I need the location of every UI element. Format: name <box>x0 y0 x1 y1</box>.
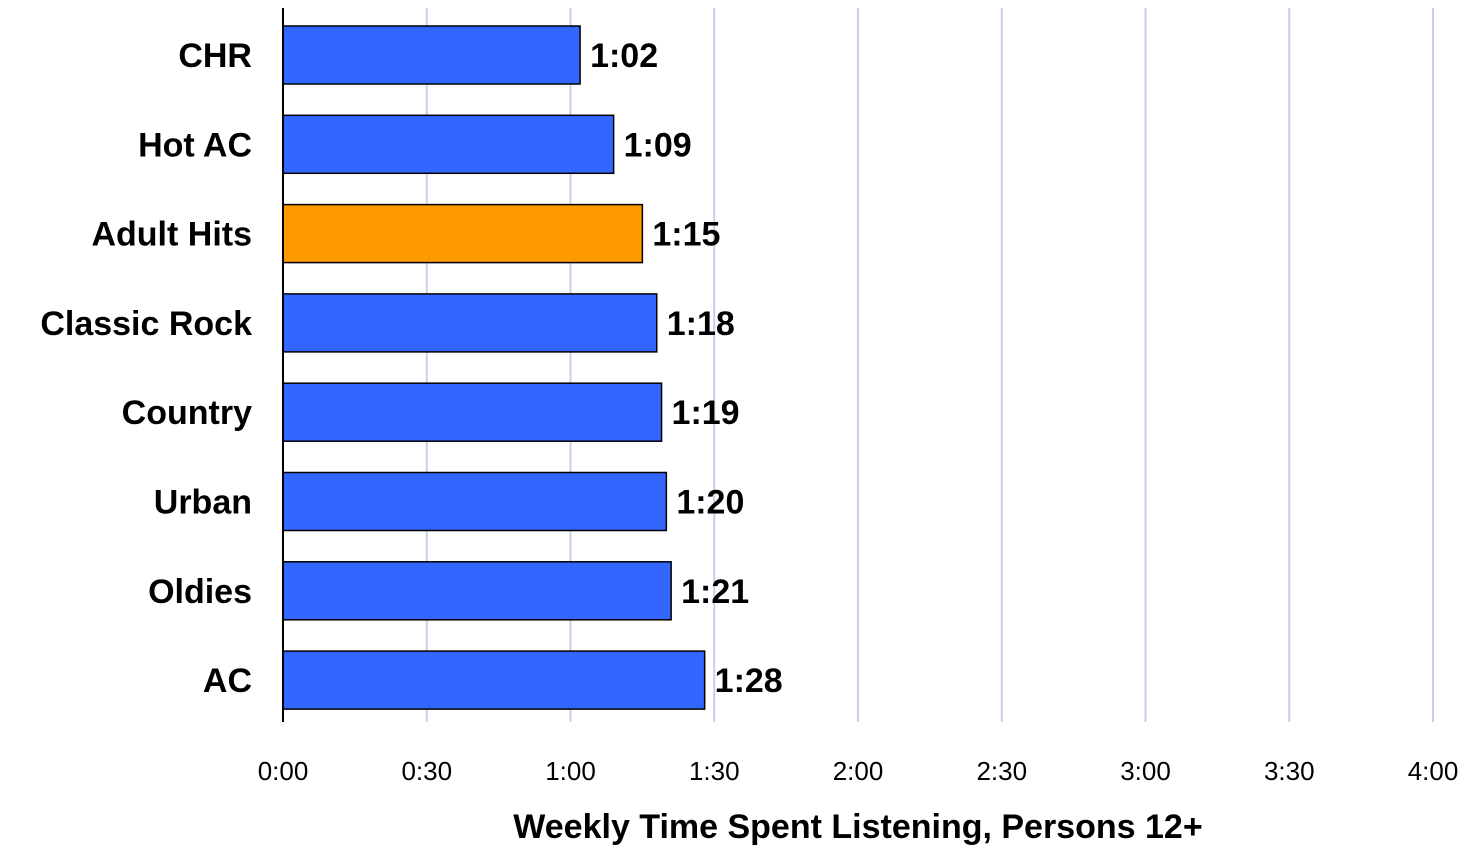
bar-chr <box>282 25 581 85</box>
x-tick-label-4:00: 4:00 <box>1408 756 1459 786</box>
bar-urban <box>282 471 668 532</box>
x-tick-label-2:30: 2:30 <box>976 756 1027 786</box>
data-label-ac: 1:28 <box>715 662 783 700</box>
data-label-chr: 1:02 <box>590 37 658 75</box>
bar-country <box>282 382 663 442</box>
labels: CHR 1:02 Hot AC 1:09 Adult Hits 1:15 Classic R… <box>40 37 1458 786</box>
data-label-hot-ac: 1:09 <box>624 126 692 164</box>
x-tick-label-1:30: 1:30 <box>689 756 740 786</box>
x-tick-label-3:00: 3:00 <box>1120 756 1171 786</box>
category-label-country: Country <box>122 394 252 432</box>
bar-adult-hits <box>282 203 644 264</box>
x-tick-label-3:30: 3:30 <box>1264 756 1315 786</box>
data-label-adult-hits: 1:15 <box>652 216 720 254</box>
bar-hot-ac <box>282 114 615 175</box>
category-label-chr: CHR <box>178 37 252 75</box>
x-tick-label-0:30: 0:30 <box>401 756 452 786</box>
bars <box>282 25 706 710</box>
category-label-oldies: Oldies <box>148 573 252 611</box>
x-tick-label-1:00: 1:00 <box>545 756 596 786</box>
category-label-ac: AC <box>203 662 252 700</box>
bar-oldies <box>282 561 672 621</box>
data-label-urban: 1:20 <box>676 484 744 522</box>
x-axis-title: Weekly Time Spent Listening, Persons 12+ <box>513 808 1202 846</box>
data-label-classic-rock: 1:18 <box>667 305 735 343</box>
category-label-classic-rock: Classic Rock <box>40 305 252 343</box>
bar-classic-rock <box>282 293 658 353</box>
category-label-adult-hits: Adult Hits <box>91 216 252 254</box>
category-label-urban: Urban <box>154 484 252 522</box>
data-label-country: 1:19 <box>672 394 740 432</box>
category-label-hot-ac: Hot AC <box>138 126 252 164</box>
x-tick-label-0:00: 0:00 <box>258 756 309 786</box>
data-label-oldies: 1:21 <box>681 573 749 611</box>
x-tick-label-2:00: 2:00 <box>833 756 884 786</box>
bar-ac <box>282 650 706 710</box>
